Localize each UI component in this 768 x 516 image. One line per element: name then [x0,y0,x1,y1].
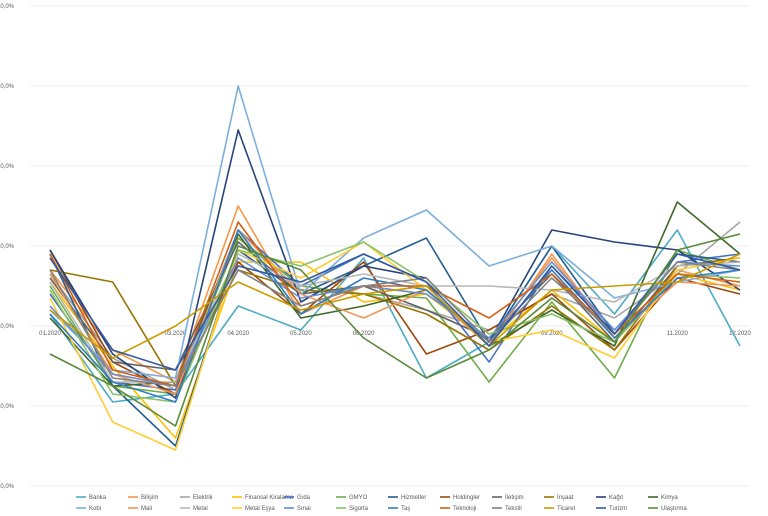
series-lines [49,85,741,451]
legend-label: İletişim [505,494,524,501]
legend-item-gmyo: GMYO [336,495,368,501]
legend-label: Kağıt [609,495,623,501]
legend-label: Gıda [297,495,311,501]
x-tick-label: 11.2020 [667,331,689,337]
legend-label: Elektrik [193,495,214,501]
y-tick-label: -40,0% [0,484,15,490]
legend-item-hizmetler: Hizmetler [388,495,426,501]
x-tick-label: 06.2020 [353,331,375,337]
y-tick-label: 20,0% [0,244,15,250]
series-line-ulastirma [49,233,741,427]
legend-item-kimya: Kimya [648,495,678,501]
legend-label: Holdingler [453,495,480,501]
legend-label: Bilişim [141,495,158,501]
legend-label: Mali [141,506,152,512]
legend-item-ulastirma: Ulaştırma [648,506,687,512]
legend-label: Teknoloji [453,506,476,512]
x-axis-ticks: 01.2020 03.2020 04.2020 05.2020 06.2020 09.20… [39,331,751,337]
legend-label: Kobi [89,506,101,512]
legend-item-holdingler: Holdingler [440,495,480,501]
legend-label: Turizm [609,506,627,512]
legend-item-metal-esya: Metal Eşya [232,506,275,512]
legend-label: İnşaat [557,494,574,501]
series-line-tekstil [49,261,741,387]
series-line-banka [49,229,741,403]
legend-label: Ulaştırma [661,506,687,512]
x-tick-label: 09.2020 [541,331,563,337]
legend-item-i-letisim: İletişim [492,494,524,501]
legend-item-sigorta: Sigorta [336,506,369,512]
legend-item-tekstil: Tekstil [492,506,522,512]
legend-label: Sigorta [349,506,369,512]
legend-item-finansal-kiralama: Finansal Kiralama [232,495,294,501]
legend-label: Sınai [297,506,311,512]
legend-label: Hizmetler [401,495,426,501]
series-line-tas [49,229,741,403]
y-tick-label: 40,0% [0,164,15,170]
series-line-metal-esya [49,241,741,451]
y-tick-label: 60,0% [0,84,15,90]
legend-item-kagit: Kağıt [596,495,623,501]
legend-item-teknoloji: Teknoloji [440,506,476,512]
legend-label: Finansal Kiralama [245,495,294,501]
x-tick-label: 03.2020 [165,331,187,337]
series-line-ticaret [49,253,741,359]
x-tick-label: 01.2020 [39,331,61,337]
x-tick-label: 05.2020 [290,331,312,337]
series-line-sigorta [49,241,741,403]
x-tick-label: 12.2020 [729,331,751,337]
y-tick-label: 0,0% [0,324,14,330]
legend-label: GMYO [349,495,368,501]
series-line-turizm [49,253,741,371]
series-line-gmyo [49,237,741,395]
legend-label: Metal [193,506,208,512]
legend-item-kobi: Kobi [76,506,101,512]
legend-label: Taş [401,506,410,512]
legend-item-gida: Gıda [284,495,311,501]
series-line-holdingler [49,249,741,395]
legend-item-i-nsaat: İnşaat [544,494,574,501]
legend-item-ticaret: Ticaret [544,506,575,512]
series-line-hizmetler [49,237,741,447]
legend-label: Metal Eşya [245,506,275,512]
series-line-teknoloji [49,221,741,387]
legend-item-elektrik: Elektrik [180,495,214,501]
legend-label: Tekstil [505,506,522,512]
x-tick-label: 04.2020 [227,331,249,337]
legend: Banka Bilişim Elektrik Finansal Kiralama Gıd… [76,494,687,512]
y-axis-ticks: -40,0% -20,0% 0,0% 20,0% 40,0% 60,0% 80,0% [0,4,15,490]
legend-item-turizm: Turizm [596,506,627,512]
legend-label: Banka [89,495,107,501]
legend-item-banka: Banka [76,495,107,501]
legend-label: Ticaret [557,506,575,512]
legend-item-metal: Metal [180,506,208,512]
legend-item-tas: Taş [388,506,410,512]
legend-label: Kimya [661,495,678,501]
y-tick-label: 80,0% [0,4,15,10]
y-tick-label: -20,0% [0,404,15,410]
legend-item-sinai: Sınai [284,506,311,512]
legend-item-bilisim: Bilişim [128,495,158,501]
series-line-metal [49,253,741,383]
legend-item-mali: Mali [128,506,152,512]
gridlines [30,5,748,487]
